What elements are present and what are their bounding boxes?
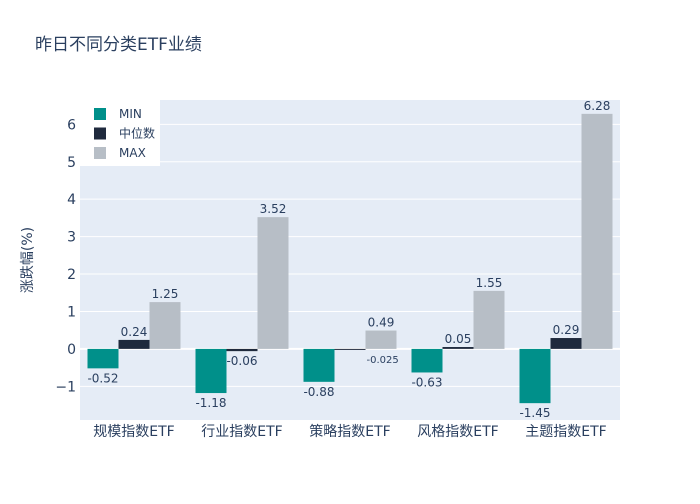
y-tick-label: 0 (67, 342, 76, 358)
x-tick-label: 规模指数ETF (93, 424, 174, 440)
data-label: -0.06 (226, 354, 257, 368)
bar (411, 348, 443, 373)
legend-label: MAX (119, 146, 146, 160)
y-tick-label: 6 (67, 117, 76, 133)
bar (303, 348, 335, 382)
data-label: -0.025 (367, 355, 399, 366)
legend-swatch (94, 108, 106, 120)
bar (442, 347, 474, 349)
data-label: 6.28 (584, 99, 611, 113)
bar (365, 330, 397, 349)
y-tick-label: 1 (67, 304, 76, 320)
x-tick-label: 策略指数ETF (309, 423, 390, 440)
data-label: -0.63 (411, 375, 442, 389)
legend: MIN 中位数 MAX (80, 100, 160, 166)
bar (519, 348, 551, 404)
data-label: 0.24 (121, 325, 148, 339)
data-labels: -0.52 0.24 1.25 -1.18 -0.06 3.52 -0.88 -0.025 0.… (87, 99, 610, 420)
legend-background (80, 100, 160, 166)
bar (226, 348, 258, 352)
y-axis-title: 涨跌幅(%) (20, 227, 36, 293)
legend-label: MIN (119, 107, 142, 121)
data-label: 0.29 (553, 323, 580, 337)
bar (195, 348, 227, 394)
bar (257, 217, 289, 349)
y-tick-label: 2 (67, 267, 76, 283)
legend-swatch (94, 147, 106, 159)
y-tick-label: −1 (55, 379, 76, 395)
data-label: -0.88 (303, 385, 334, 399)
data-label: 3.52 (260, 202, 287, 216)
x-tick-label: 行业指数ETF (201, 424, 282, 440)
data-label: 1.55 (476, 276, 503, 290)
data-label: 0.05 (445, 332, 472, 346)
bar (334, 348, 366, 350)
data-label: 1.25 (152, 287, 179, 301)
y-tick-label: 5 (67, 155, 76, 171)
y-tick-label: 3 (67, 230, 76, 246)
data-label: -1.18 (195, 396, 226, 410)
bars (87, 113, 613, 404)
legend-swatch (94, 127, 106, 140)
bar (550, 338, 582, 349)
data-label: -1.45 (519, 406, 550, 420)
x-tick-label: 主题指数ETF (525, 424, 606, 440)
x-tick-label: 风格指数ETF (417, 424, 498, 440)
chart-title: 昨日不同分类ETF业绩 (35, 35, 202, 55)
data-label: 0.49 (368, 316, 395, 330)
bar (118, 339, 150, 349)
legend-label: 中位数 (119, 126, 155, 141)
bar (149, 302, 181, 349)
y-tick-label: 4 (67, 192, 76, 208)
x-axis-ticks: 规模指数ETF 行业指数ETF 策略指数ETF 风格指数ETF 主题指数ETF (93, 423, 606, 440)
data-label: -0.52 (87, 371, 118, 385)
y-axis-ticks: −1 0 1 2 3 4 5 6 (55, 117, 76, 395)
bar (87, 348, 119, 369)
bar (473, 290, 505, 349)
bar (581, 113, 613, 349)
